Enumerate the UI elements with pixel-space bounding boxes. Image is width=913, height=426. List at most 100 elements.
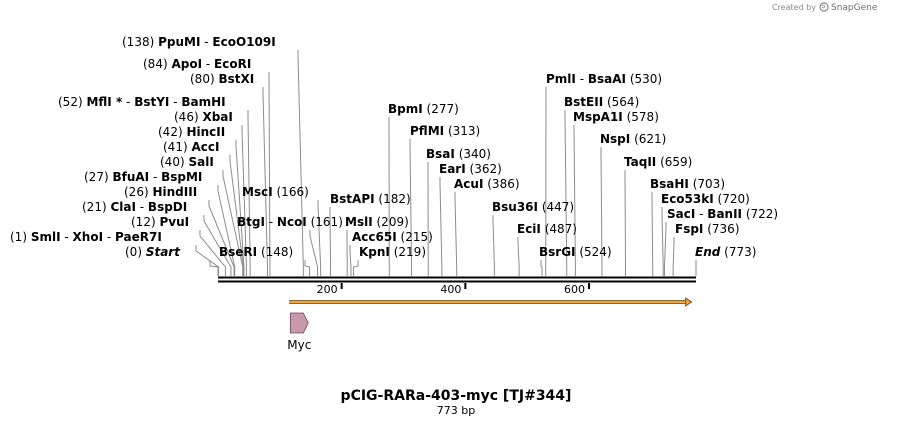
cut-site-label: Eco53kI (720) — [661, 192, 750, 206]
enzyme-name: BstYI — [134, 95, 169, 109]
cut-site[interactable]: EarI (362) — [439, 162, 502, 176]
cut-site-label: (21) ClaI - BspDI — [82, 200, 187, 214]
enzyme-name: Bsu36I — [492, 200, 538, 214]
enzyme-name: SmlI — [31, 230, 61, 244]
cut-site[interactable]: (41) AccI — [163, 140, 219, 154]
cut-site[interactable]: (46) XbaI — [174, 110, 233, 124]
enzyme-name: BsaHI — [650, 177, 689, 191]
cut-site-position: (215) — [401, 230, 433, 244]
enzyme-name: Acc65I — [352, 230, 397, 244]
cut-site[interactable]: NspI (621) — [600, 132, 666, 146]
orf-arrow[interactable] — [289, 297, 693, 307]
cut-site[interactable]: BseRI (148) — [219, 245, 293, 259]
cut-site-position: (80) — [190, 72, 215, 86]
enzyme-name: HindIII — [152, 185, 197, 199]
cut-site-leader — [268, 72, 271, 276]
cut-site-leader — [317, 200, 322, 276]
cut-site[interactable]: (12) PvuI — [131, 215, 189, 229]
cut-site[interactable]: MscI (166) — [242, 185, 309, 199]
cut-site[interactable]: KpnI (219) — [359, 245, 426, 259]
cut-site-leader — [573, 125, 576, 276]
cut-site[interactable]: MspA1I (578) — [573, 110, 659, 124]
cut-site-label: (41) AccI — [163, 140, 219, 154]
cut-site[interactable]: FspI (736) — [675, 222, 740, 236]
snapgene-logo-icon — [819, 2, 829, 12]
cut-site-leader — [564, 110, 568, 276]
snapgene-credit: Created by SnapGene — [772, 2, 878, 13]
sequence-backbone — [218, 276, 696, 283]
cut-site-position: (52) — [58, 95, 83, 109]
tick-label: 200 — [317, 283, 338, 296]
cut-site-position: (720) — [718, 192, 750, 206]
cut-site-label: (46) XbaI — [174, 110, 233, 124]
cut-site[interactable]: BsrGI (524) — [539, 245, 612, 259]
enzyme-name: Eco53kI — [661, 192, 714, 206]
cut-site[interactable]: (0) Start — [125, 245, 181, 259]
cut-site[interactable]: BstAPI (182) — [330, 192, 411, 206]
cut-site[interactable]: BtgI - NcoI (161) — [237, 215, 343, 229]
cut-site-leader — [304, 260, 311, 276]
cut-site-position: (340) — [459, 147, 491, 161]
cut-site-leader — [624, 170, 627, 276]
cut-site[interactable]: PmlI - BsaAI (530) — [546, 72, 662, 86]
cut-site-position: (621) — [634, 132, 666, 146]
cut-site-label: End (773) — [695, 245, 756, 259]
cut-site[interactable]: BsaI (340) — [426, 147, 491, 161]
tick-label: 600 — [564, 283, 585, 296]
cut-site-position: (26) — [124, 185, 149, 199]
cut-site[interactable]: EciI (487) — [517, 222, 577, 236]
cut-site[interactable]: (80) BstXI — [190, 72, 254, 86]
enzyme-name: BstXI — [218, 72, 254, 86]
cut-site-leader — [439, 177, 443, 276]
cut-site[interactable]: Bsu36I (447) — [492, 200, 574, 214]
cut-site-position: (736) — [707, 222, 739, 236]
cut-site[interactable]: (26) HindIII — [124, 185, 197, 199]
cut-site-label: (84) ApoI - EcoRI — [143, 57, 251, 71]
cut-site-position: - — [576, 72, 588, 86]
cut-site-label: (40) SalI — [160, 155, 214, 169]
cut-site-label: MscI (166) — [242, 185, 309, 199]
enzyme-name: FspI — [675, 222, 703, 236]
cut-site[interactable]: BstEII (564) — [564, 95, 639, 109]
cut-site-leader — [600, 147, 603, 276]
cut-site[interactable]: (27) BfuAI - BspMI — [84, 170, 202, 184]
cut-site[interactable]: BsaHI (703) — [650, 177, 725, 191]
cut-site[interactable]: (1) SmlI - XhoI - PaeR7I — [10, 230, 162, 244]
cut-site-label: (12) PvuI — [131, 215, 189, 229]
cut-site-position: (41) — [163, 140, 188, 154]
cut-site[interactable]: BpmI (277) — [388, 102, 459, 116]
cut-site[interactable]: (42) HincII — [158, 125, 225, 139]
cut-site[interactable]: TaqII (659) — [624, 155, 692, 169]
cut-site-label: FspI (736) — [675, 222, 740, 236]
enzyme-name: AccI — [191, 140, 219, 154]
cut-site-leader — [208, 200, 235, 276]
cut-site-position: (487) — [545, 222, 577, 236]
enzyme-name: BstAPI — [330, 192, 375, 206]
cut-site[interactable]: (84) ApoI - EcoRI — [143, 57, 251, 71]
cut-site-label: PflMI (313) — [410, 124, 480, 138]
cut-site[interactable]: (52) MflI * - BstYI - BamHI — [58, 95, 226, 109]
cut-site-leaders — [195, 50, 697, 276]
cut-site[interactable]: SacI - BanII (722) — [667, 207, 778, 221]
enzyme-name: NspI — [600, 132, 630, 146]
cut-site[interactable]: MslI (209) — [345, 215, 409, 229]
cut-site-label: Bsu36I (447) — [492, 200, 574, 214]
cut-site-position: (530) — [630, 72, 662, 86]
cut-site[interactable]: (21) ClaI - BspDI — [82, 200, 187, 214]
enzyme-name: MspA1I — [573, 110, 623, 124]
cut-site[interactable]: End (773) — [695, 245, 756, 259]
cut-site[interactable]: (40) SalI — [160, 155, 214, 169]
cut-site[interactable]: PflMI (313) — [410, 124, 480, 138]
cut-site[interactable]: Eco53kI (720) — [661, 192, 750, 206]
cut-site-label: (80) BstXI — [190, 72, 254, 86]
cut-site-leader — [229, 155, 244, 276]
cut-site[interactable]: AcuI (386) — [454, 177, 520, 191]
cut-site-leader — [352, 260, 359, 276]
cut-site[interactable]: Acc65I (215) — [352, 230, 433, 244]
credit-brand: SnapGene — [831, 3, 878, 13]
cut-site-position: (0) — [125, 245, 142, 259]
feature-myc[interactable]: Myc — [287, 312, 311, 352]
cut-site[interactable]: (138) PpuMI - EcoO109I — [122, 35, 276, 49]
cut-site-label: (138) PpuMI - EcoO109I — [122, 35, 276, 49]
enzyme-name: BtgI — [237, 215, 265, 229]
